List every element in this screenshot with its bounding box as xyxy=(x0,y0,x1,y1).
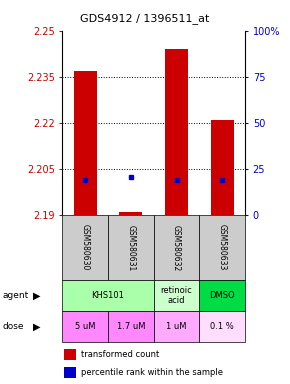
Text: ▶: ▶ xyxy=(33,291,41,301)
Bar xyxy=(119,212,142,215)
Text: agent: agent xyxy=(3,291,29,300)
Text: GSM580632: GSM580632 xyxy=(172,225,181,271)
Bar xyxy=(64,367,76,378)
Text: retinoic
acid: retinoic acid xyxy=(161,286,192,305)
Text: GDS4912 / 1396511_at: GDS4912 / 1396511_at xyxy=(80,13,210,24)
Text: percentile rank within the sample: percentile rank within the sample xyxy=(81,368,223,377)
Bar xyxy=(165,49,188,215)
Text: GSM580633: GSM580633 xyxy=(218,225,227,271)
Text: 5 uM: 5 uM xyxy=(75,322,95,331)
Text: 1 uM: 1 uM xyxy=(166,322,187,331)
Text: KHS101: KHS101 xyxy=(92,291,124,300)
Bar xyxy=(211,120,234,215)
Text: GSM580630: GSM580630 xyxy=(81,225,90,271)
Text: 1.7 uM: 1.7 uM xyxy=(117,322,145,331)
Bar xyxy=(74,71,97,215)
Text: ▶: ▶ xyxy=(33,321,41,331)
Text: DMSO: DMSO xyxy=(209,291,235,300)
Text: GSM580631: GSM580631 xyxy=(126,225,135,271)
Text: dose: dose xyxy=(3,322,24,331)
Text: transformed count: transformed count xyxy=(81,350,159,359)
Text: 0.1 %: 0.1 % xyxy=(210,322,234,331)
Bar xyxy=(64,349,76,360)
